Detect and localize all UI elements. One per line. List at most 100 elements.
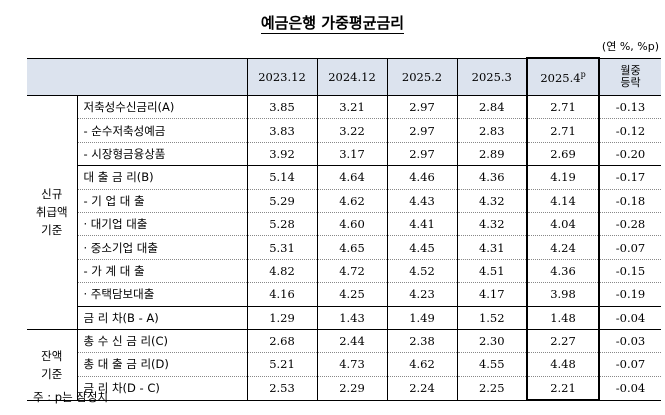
table-cell: -0.07 [598, 235, 661, 260]
table-cell: 3.22 [316, 118, 387, 143]
table-cell: -0.07 [598, 352, 661, 377]
table-cell: -0.28 [598, 212, 661, 237]
table-cell: 3.21 [316, 95, 387, 120]
table-cell: 4.43 [386, 189, 457, 213]
table-cell: 2.27 [526, 329, 600, 354]
table-cell: 2.71 [526, 118, 600, 143]
table-cell: 4.23 [386, 282, 457, 307]
table-row: 금 리 차(B - A) 1.29 1.43 1.49 1.52 1.48 -0.04 [27, 306, 661, 330]
table-cell: 2.53 [246, 376, 317, 401]
row-label: 총 수 신 금 리(C) [77, 329, 248, 354]
table-cell: -0.15 [598, 259, 661, 284]
table-cell: 2.30 [456, 329, 527, 354]
table-cell: -0.03 [598, 329, 661, 354]
table-cell: 5.21 [246, 352, 317, 377]
table-row: 신규 취급액 기준 저축성수신금리(A) 3.85 3.21 2.97 2.84 2.71 -0.… [27, 95, 661, 330]
table-cell: 3.92 [246, 142, 317, 167]
table-cell: 4.62 [386, 352, 457, 377]
table-cell: -0.12 [598, 118, 661, 143]
table-cell: 2.97 [386, 142, 457, 167]
table-row: 금 리 차(D - C) 2.53 2.29 2.24 2.25 2.21 -0.04 [27, 376, 661, 402]
table-cell: 4.82 [246, 259, 317, 284]
table-cell: 4.52 [386, 259, 457, 284]
rate-table: 2023.12 2024.12 2025.2 2025.3 2025.4p 월중… [27, 57, 661, 402]
table-cell: 4.31 [456, 235, 527, 260]
table-cell: 4.65 [316, 235, 387, 260]
table-cell: 4.32 [456, 212, 527, 237]
table-cell: 2.97 [386, 95, 457, 120]
table-cell: 2.69 [526, 142, 600, 167]
table-cell: 4.45 [386, 235, 457, 260]
footnote: 주 : p는 잠정치 [33, 390, 109, 404]
table-cell: 4.62 [316, 189, 387, 213]
page-title: 예금은행 가중평균금리 [260, 14, 405, 34]
table-cell: 4.55 [456, 352, 527, 377]
table-cell: -0.17 [598, 165, 661, 190]
table-cell: 3.98 [526, 282, 600, 307]
row-label: - 순수저축성예금 [77, 118, 248, 143]
table-cell: 4.60 [316, 212, 387, 237]
table-cell: -0.04 [598, 306, 661, 330]
table-cell: 3.85 [246, 95, 317, 120]
row-label: 총 대 출 금 리(D) [77, 352, 248, 377]
table-cell: 4.36 [526, 259, 600, 284]
unit-label: (연 %, %p) [601, 40, 659, 53]
table-cell: 4.17 [456, 282, 527, 307]
table-cell: 1.52 [456, 306, 527, 330]
row-label: · 중소기업 대출 [77, 235, 248, 260]
group-label-balance: 잔액 기준 [27, 329, 78, 401]
table-cell: 5.14 [246, 165, 317, 190]
table-cell: 1.29 [246, 306, 317, 330]
row-label: - 가 계 대 출 [77, 259, 248, 284]
header-blank [27, 57, 247, 96]
header-row: 2023.12 2024.12 2025.2 2025.3 2025.4p 월중… [27, 57, 661, 96]
table-cell: 2.68 [246, 329, 317, 354]
table-cell: 4.36 [456, 165, 527, 190]
table-row: · 주택담보대출 4.16 4.25 4.23 4.17 3.98 -0.19 [27, 282, 661, 307]
table-cell: 4.51 [456, 259, 527, 284]
table-cell: 2.44 [316, 329, 387, 354]
table-cell: 4.72 [316, 259, 387, 284]
table-cell: 4.73 [316, 352, 387, 377]
table-cell: 4.46 [386, 165, 457, 190]
table-row: · 대기업 대출 5.28 4.60 4.41 4.32 4.04 -0.28 [27, 212, 661, 237]
col-header: 2023.12 [246, 57, 317, 96]
col-header: 2025.2 [386, 57, 457, 96]
table-cell: 5.31 [246, 235, 317, 260]
table-cell: 4.14 [526, 189, 600, 213]
row-label: · 주택담보대출 [77, 282, 248, 307]
table-cell: 1.48 [526, 306, 600, 330]
table-cell: 3.17 [316, 142, 387, 167]
table-cell: 2.83 [456, 118, 527, 143]
table-cell: -0.04 [598, 376, 661, 401]
table-cell: -0.20 [598, 142, 661, 167]
table-cell: 2.84 [456, 95, 527, 120]
table-cell: -0.13 [598, 95, 661, 120]
row-label: 금 리 차(D - C) [77, 376, 248, 401]
table-row: - 가 계 대 출 4.82 4.72 4.52 4.51 4.36 -0.15 [27, 259, 661, 284]
table-row: 총 대 출 금 리(D) 5.21 4.73 4.62 4.55 4.48 -0.07 [27, 352, 661, 377]
table-row: 잔액 기준 총 수 신 금 리(C) 2.68 2.44 2.38 2.30 2.27 -0.0… [27, 329, 661, 401]
table-cell: 2.29 [316, 376, 387, 401]
table-cell: 4.64 [316, 165, 387, 190]
table-row: 대 출 금 리(B) 5.14 4.64 4.46 4.36 4.19 -0.17 [27, 165, 661, 190]
row-label: · 대기업 대출 [77, 212, 248, 237]
col-header: 2024.12 [316, 57, 387, 96]
row-label: - 시장형금융상품 [77, 142, 248, 167]
table-cell: 1.43 [316, 306, 387, 330]
table-cell: 5.29 [246, 189, 317, 213]
table-cell: 4.04 [526, 212, 600, 237]
table-row: - 기 업 대 출 5.29 4.62 4.43 4.32 4.14 -0.18 [27, 189, 661, 213]
table-cell: 3.83 [246, 118, 317, 143]
table-cell: 4.41 [386, 212, 457, 237]
table-cell: 4.19 [526, 165, 600, 190]
row-label: 금 리 차(B - A) [77, 306, 248, 330]
table-cell: 5.28 [246, 212, 317, 237]
row-label: - 기 업 대 출 [77, 189, 248, 213]
table-row: · 중소기업 대출 5.31 4.65 4.45 4.31 4.24 -0.07 [27, 235, 661, 260]
table-cell: 4.24 [526, 235, 600, 260]
col-header-highlight: 2025.4p [526, 57, 600, 96]
col-header: 2025.3 [456, 57, 527, 96]
table-cell: 2.97 [386, 118, 457, 143]
group-label-new: 신규 취급액 기준 [27, 95, 78, 330]
